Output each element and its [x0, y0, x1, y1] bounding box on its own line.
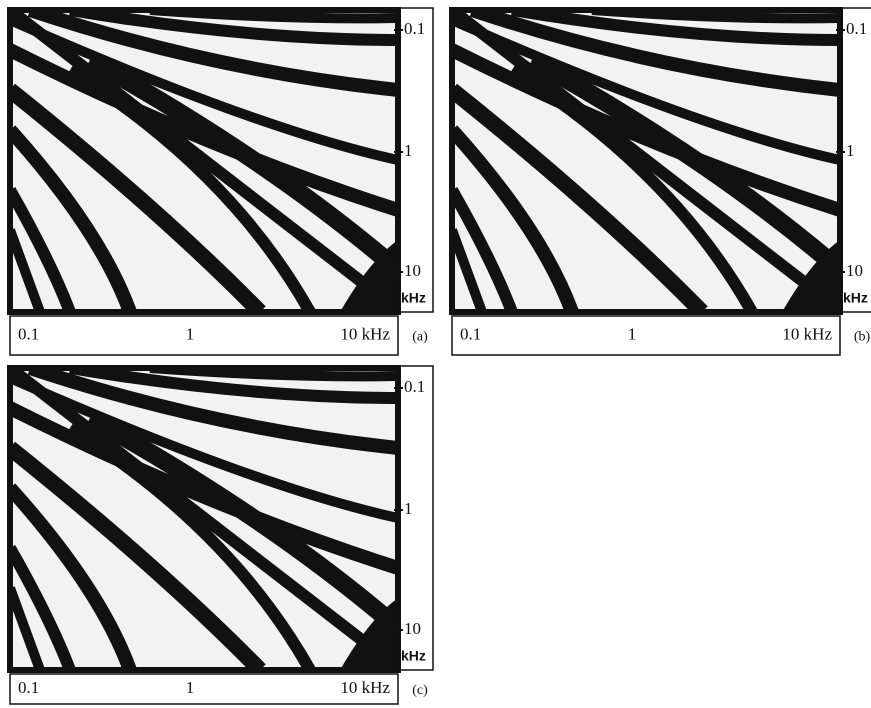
x-axis-box [451, 315, 841, 356]
panel-label: (a) [412, 330, 428, 345]
y-tick-label: 0.1 [846, 19, 867, 38]
x-tick-label: 10 kHz [340, 678, 390, 697]
y-axis-box [397, 365, 434, 671]
panel: 0.1 1 10 kHz 0.1 1 10 kHz (c) [9, 365, 434, 705]
y-unit: kHz [401, 290, 426, 306]
y-axis-box [397, 7, 434, 313]
spectrogram-image [10, 368, 398, 670]
x-tick-label: 1 [186, 324, 195, 343]
y-axis-box [839, 7, 871, 313]
spectrogram-image [452, 10, 840, 312]
x-axis-box [9, 315, 399, 356]
y-tick-label: 1 [404, 499, 413, 518]
spectrogram-image [10, 10, 398, 312]
x-tick-label: 1 [186, 678, 195, 697]
y-tick-label: 10 [846, 261, 863, 280]
x-tick-label: 1 [628, 324, 637, 343]
y-tick-label: 1 [846, 141, 855, 160]
x-tick-label: 0.1 [18, 678, 39, 697]
x-tick-label: 10 kHz [340, 324, 390, 343]
y-unit: kHz [843, 290, 868, 306]
y-tick-label: 0.1 [404, 377, 425, 396]
panel-label: (c) [412, 683, 428, 698]
panel: 0.1 1 10 kHz 0.1 1 10 kHz (b) [451, 7, 871, 356]
y-tick-label: 10 [404, 261, 421, 280]
y-unit: kHz [401, 648, 426, 664]
y-tick-label: 1 [404, 141, 413, 160]
x-tick-label: 0.1 [18, 324, 39, 343]
y-tick-label: 10 [404, 619, 421, 638]
x-tick-label: 0.1 [460, 324, 481, 343]
panel-label: (b) [854, 330, 871, 345]
x-axis-box [9, 673, 399, 705]
y-tick-label: 0.1 [404, 19, 425, 38]
panel: 0.1 1 10 kHz 0.1 1 10 kHz (a) [9, 7, 434, 356]
x-tick-label: 10 kHz [782, 324, 832, 343]
